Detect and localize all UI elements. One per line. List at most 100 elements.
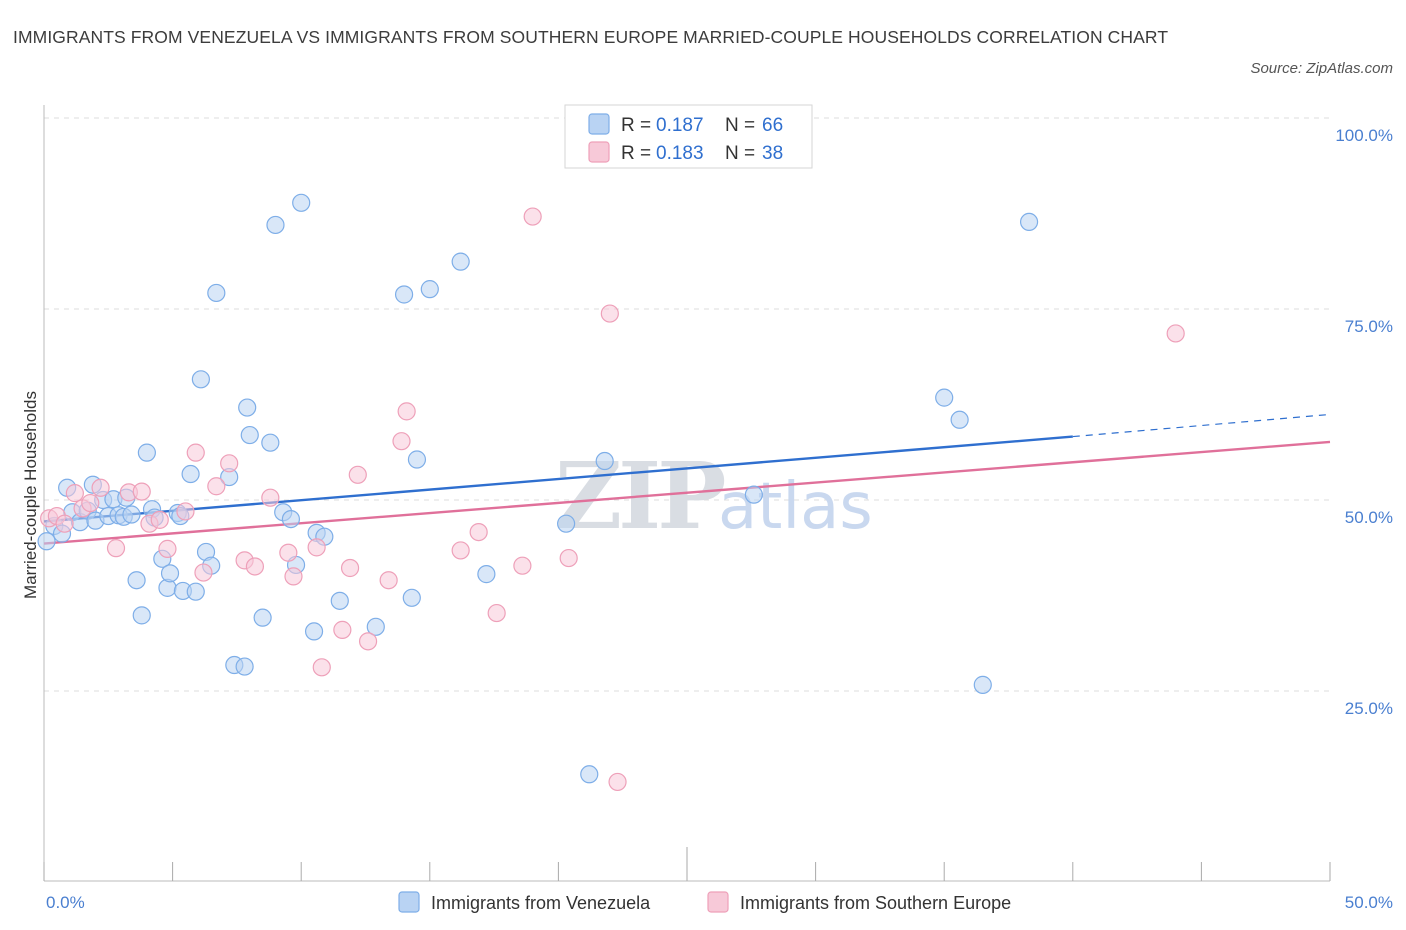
venezuela-point — [160, 564, 180, 583]
y-tick-label: 25.0% — [1345, 699, 1393, 718]
venezuela-point — [181, 464, 200, 484]
venezuela-point — [935, 388, 954, 407]
axes — [43, 105, 1331, 882]
southern-europe-point — [559, 548, 578, 568]
legend-r-value: 0.187 — [656, 115, 704, 136]
southern-europe-point — [392, 432, 411, 451]
southern-europe-point — [284, 567, 303, 586]
venezuela-point — [137, 443, 156, 462]
southern-europe-point — [91, 478, 110, 497]
venezuela-point — [292, 193, 311, 212]
y-axis-label: Married-couple Households — [21, 391, 40, 599]
y-tick-label: 50.0% — [1345, 508, 1393, 527]
southern-europe-point — [348, 465, 367, 484]
southern-europe-point — [307, 538, 326, 557]
southern-europe-point — [358, 632, 378, 651]
venezuela-point — [580, 765, 599, 784]
legend-r-value: 0.183 — [656, 143, 704, 164]
legend-swatch — [398, 891, 420, 913]
southern-europe-point — [150, 510, 169, 529]
venezuela-point — [186, 582, 205, 601]
venezuela-point — [266, 215, 285, 235]
southern-europe-point — [158, 539, 177, 558]
legend-n-value: 38 — [762, 143, 783, 164]
y-tick-labels: 100.0% 75.0% 50.0% 25.0% — [1335, 126, 1393, 718]
southern-europe-point — [194, 563, 213, 582]
legend-r-label: R = — [621, 115, 651, 136]
legend-n-value: 66 — [762, 115, 783, 136]
southern-europe-point — [340, 558, 360, 578]
venezuela-point — [1019, 212, 1039, 232]
x-tick-label: 0.0% — [46, 893, 85, 912]
southern-europe-point — [513, 556, 532, 575]
trend-lines — [43, 413, 1331, 545]
legend-r-label: R = — [621, 143, 651, 164]
southern-europe-point — [220, 454, 239, 473]
venezuela-point — [420, 280, 439, 299]
southern-europe-point — [600, 304, 619, 323]
legend-n-label: N = — [725, 143, 755, 164]
venezuela-point — [240, 425, 259, 445]
legend-series-label: Immigrants from Southern Europe — [740, 893, 1011, 913]
southern-europe-point — [312, 658, 331, 677]
y-tick-label: 100.0% — [1335, 126, 1393, 145]
venezuela-point — [366, 617, 385, 636]
venezuela-point — [132, 606, 151, 625]
southern-europe-point — [261, 488, 280, 507]
southern-europe-point — [81, 493, 100, 513]
southern-europe-point — [176, 502, 195, 521]
y-tick-label: 75.0% — [1345, 317, 1393, 336]
venezuela-point — [253, 608, 272, 627]
southern-europe-point — [487, 603, 506, 623]
legend-swatch — [707, 891, 729, 913]
chart-title: IMMIGRANTS FROM VENEZUELA VS IMMIGRANTS … — [13, 27, 1169, 47]
venezuela-point — [304, 622, 324, 641]
venezuela-point — [744, 485, 763, 504]
x-tick-labels: 0.0% 50.0% — [46, 893, 1393, 912]
legend-top: R = 0.187 N = 66 R = 0.183 N = 38 — [564, 104, 813, 169]
legend-series-label: Immigrants from Venezuela — [431, 893, 651, 913]
venezuela-point — [402, 588, 421, 607]
venezuela-point — [235, 657, 254, 676]
venezuela-point — [451, 252, 470, 271]
southern-europe-point — [608, 772, 627, 792]
venezuela-point — [950, 410, 969, 429]
legend-n-label: N = — [725, 115, 755, 136]
venezuela-point — [477, 565, 496, 584]
southern-europe-point — [469, 522, 488, 542]
venezuela-trend-extension — [1072, 413, 1331, 438]
data-points — [37, 193, 1185, 792]
venezuela-point — [557, 514, 576, 533]
venezuela-point — [238, 398, 257, 417]
southern-europe-point — [186, 443, 205, 462]
southern-europe-point — [1166, 324, 1185, 343]
southern-europe-point — [451, 541, 470, 560]
venezuela-point — [394, 285, 414, 304]
grid-lines — [44, 117, 1330, 692]
southern-europe-trend-line — [43, 440, 1331, 545]
southern-europe-point — [55, 514, 74, 533]
watermark-atlas: atlas — [718, 470, 873, 544]
southern-europe-point — [523, 207, 542, 226]
southern-europe-point — [207, 477, 226, 496]
venezuela-point — [281, 509, 301, 529]
southern-europe-point — [379, 571, 398, 590]
x-tick-label: 50.0% — [1345, 893, 1393, 912]
southern-europe-point — [132, 482, 151, 501]
venezuela-point — [122, 505, 141, 524]
southern-europe-point — [65, 484, 84, 503]
venezuela-point — [973, 675, 992, 694]
legend-swatch — [588, 113, 610, 135]
venezuela-point — [595, 451, 614, 471]
chart-source: Source: ZipAtlas.com — [1250, 60, 1393, 77]
venezuela-point — [127, 571, 146, 590]
venezuela-point — [261, 433, 280, 452]
venezuela-point — [191, 370, 210, 389]
venezuela-point — [407, 450, 427, 469]
venezuela-point — [37, 532, 56, 551]
southern-europe-point — [397, 402, 416, 421]
venezuela-point — [330, 591, 349, 610]
southern-europe-point — [245, 557, 265, 576]
southern-europe-point — [333, 620, 352, 639]
